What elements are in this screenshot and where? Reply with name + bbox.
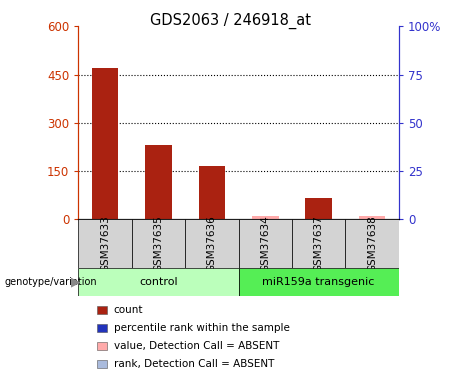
Text: percentile rank within the sample: percentile rank within the sample xyxy=(114,323,290,333)
Bar xyxy=(78,268,239,296)
Text: GSM37635: GSM37635 xyxy=(154,215,164,272)
Text: GSM37638: GSM37638 xyxy=(367,215,377,272)
Bar xyxy=(78,219,132,268)
Text: GSM37633: GSM37633 xyxy=(100,215,110,272)
Text: value, Detection Call = ABSENT: value, Detection Call = ABSENT xyxy=(114,341,279,351)
Text: GSM37637: GSM37637 xyxy=(313,215,324,272)
Bar xyxy=(97,360,107,368)
Bar xyxy=(145,146,172,219)
Bar xyxy=(132,219,185,268)
Bar xyxy=(97,342,107,350)
Text: GDS2063 / 246918_at: GDS2063 / 246918_at xyxy=(150,13,311,29)
Bar xyxy=(97,324,107,332)
Bar xyxy=(199,166,225,219)
Bar xyxy=(239,268,399,296)
Bar xyxy=(292,219,345,268)
Text: genotype/variation: genotype/variation xyxy=(5,278,97,287)
Bar xyxy=(239,219,292,268)
Text: GSM37634: GSM37634 xyxy=(260,215,270,272)
Bar xyxy=(92,68,118,219)
Bar xyxy=(185,219,239,268)
Bar xyxy=(97,306,107,314)
Bar xyxy=(345,219,399,268)
Text: control: control xyxy=(139,277,178,287)
Bar xyxy=(359,216,385,219)
Text: count: count xyxy=(114,305,143,315)
Bar xyxy=(252,216,278,219)
Text: GSM37636: GSM37636 xyxy=(207,215,217,272)
Text: miR159a transgenic: miR159a transgenic xyxy=(262,277,375,287)
Bar xyxy=(305,198,332,219)
Text: ▶: ▶ xyxy=(71,276,81,289)
Text: rank, Detection Call = ABSENT: rank, Detection Call = ABSENT xyxy=(114,359,274,369)
